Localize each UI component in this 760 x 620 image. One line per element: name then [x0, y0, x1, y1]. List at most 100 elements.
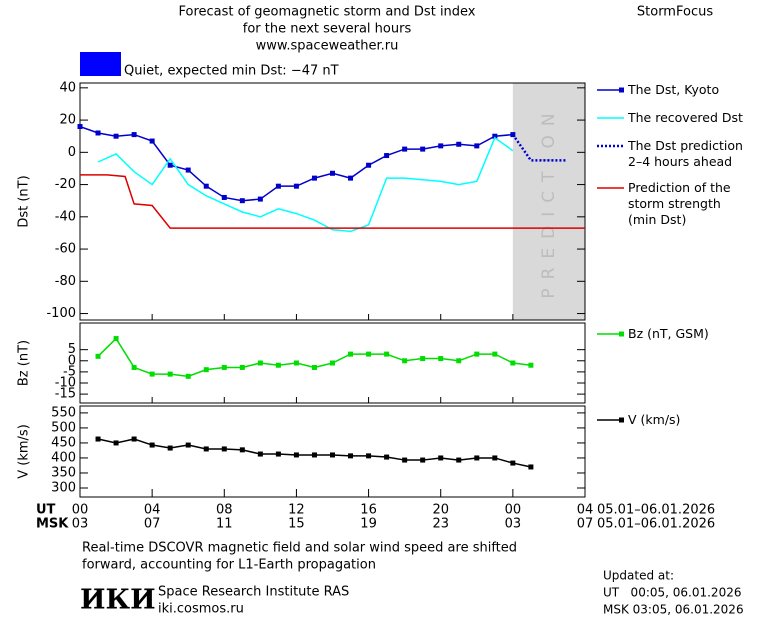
marker: [528, 362, 534, 368]
prediction-label: PREDICTION: [539, 104, 559, 298]
marker: [257, 196, 263, 202]
y-tick-label: 550: [51, 405, 76, 420]
marker: [275, 183, 281, 189]
series-line: [97, 337, 531, 378]
marker: [257, 360, 263, 366]
marker: [311, 175, 317, 181]
marker: [456, 141, 462, 147]
marker: [203, 183, 209, 189]
legend-marker: [619, 87, 624, 93]
y-tick-label: -80: [55, 274, 76, 289]
marker: [311, 364, 317, 370]
y-axis-label: Dst (nT): [17, 175, 32, 227]
marker: [492, 133, 498, 139]
marker: [239, 364, 245, 370]
marker: [456, 358, 462, 364]
legend-entry: The Dst prediction 2–4 hours ahead: [628, 138, 743, 169]
legend-marker: [619, 417, 624, 423]
legend-entry: The Dst, Kyoto: [628, 82, 720, 97]
marker: [95, 130, 101, 136]
x-tick-label: 00: [72, 503, 89, 518]
marker: [77, 124, 83, 130]
marker: [348, 175, 354, 181]
y-tick-label: 350: [51, 465, 76, 480]
marker: [131, 436, 137, 442]
x-tick-label-msk: 11: [216, 517, 233, 532]
marker: [492, 351, 498, 357]
marker: [402, 358, 408, 364]
x-tick-label-msk: 03: [72, 517, 89, 532]
brand: StormFocus: [637, 5, 713, 20]
updated: Updated at:: [603, 569, 674, 583]
marker: [330, 170, 335, 176]
x-tick-label-msk: 03: [505, 517, 522, 532]
marker: [528, 464, 534, 470]
marker: [348, 453, 354, 459]
date-range: 05.01–06.01.2026: [597, 503, 715, 518]
plot-frame: [79, 82, 586, 321]
x-tick-label: 12: [288, 503, 305, 518]
y-tick-label: 20: [59, 113, 76, 128]
plot-frame: [79, 405, 586, 498]
marker: [348, 351, 354, 357]
series-line: [511, 133, 567, 162]
date-range: 05.01–06.01.2026: [597, 517, 715, 532]
marker: [185, 373, 191, 379]
y-tick-label: -15: [55, 387, 76, 402]
url: iki.cosmos.ru: [158, 602, 244, 617]
y-tick-label: -5: [63, 364, 76, 379]
marker: [185, 442, 191, 448]
title: www.spaceweather.ru: [256, 39, 399, 54]
marker: [239, 198, 245, 204]
marker: [492, 455, 498, 461]
y-tick-label: -60: [55, 242, 76, 257]
marker: [311, 452, 317, 458]
updated: UT 00:05, 06.01.2026: [603, 586, 741, 600]
x-tick-label: 04: [144, 503, 161, 518]
legend-marker: [619, 331, 624, 337]
marker: [330, 360, 335, 366]
marker: [167, 445, 173, 451]
marker: [185, 167, 191, 173]
marker: [149, 138, 155, 144]
series-line: [80, 174, 585, 229]
marker: [221, 364, 227, 370]
legend-entry: Bz (nT, GSM): [628, 326, 709, 341]
marker: [438, 356, 444, 362]
marker: [95, 353, 101, 359]
x-tick-label-msk: 19: [360, 517, 377, 532]
marker: [95, 436, 101, 442]
marker: [293, 452, 299, 458]
marker: [510, 460, 516, 466]
x-tick-label: 00: [505, 503, 522, 518]
x-tick-label-msk: 15: [288, 517, 305, 532]
x-tick-label: 20: [432, 503, 449, 518]
marker: [275, 362, 281, 368]
marker: [167, 162, 173, 168]
x-tick-label: 08: [216, 503, 233, 518]
marker: [474, 455, 480, 461]
marker: [149, 442, 155, 448]
x-tick-label: 16: [360, 503, 377, 518]
status: Quiet, expected min Dst: −47 nT: [124, 64, 339, 79]
series-line: [97, 136, 514, 233]
marker: [167, 371, 173, 377]
x-row-label: UT: [36, 503, 56, 518]
legend-entry: The recovered Dst: [628, 110, 743, 125]
plot-frame: [79, 322, 586, 404]
y-tick-label: 5: [68, 342, 76, 357]
x-tick-label-msk: 23: [432, 517, 449, 532]
marker: [113, 336, 119, 342]
y-tick-label: -10: [55, 376, 76, 391]
y-tick-label: 500: [51, 420, 76, 435]
marker: [203, 446, 209, 452]
institute: Space Research Institute RAS: [158, 585, 349, 600]
status-box: [80, 52, 121, 76]
title: Forecast of geomagnetic storm and Dst in…: [178, 5, 475, 20]
marker: [203, 367, 209, 373]
marker: [275, 451, 281, 457]
marker: [221, 446, 227, 452]
marker: [456, 457, 462, 463]
note: forward, accounting for L1-Earth propaga…: [82, 558, 376, 573]
